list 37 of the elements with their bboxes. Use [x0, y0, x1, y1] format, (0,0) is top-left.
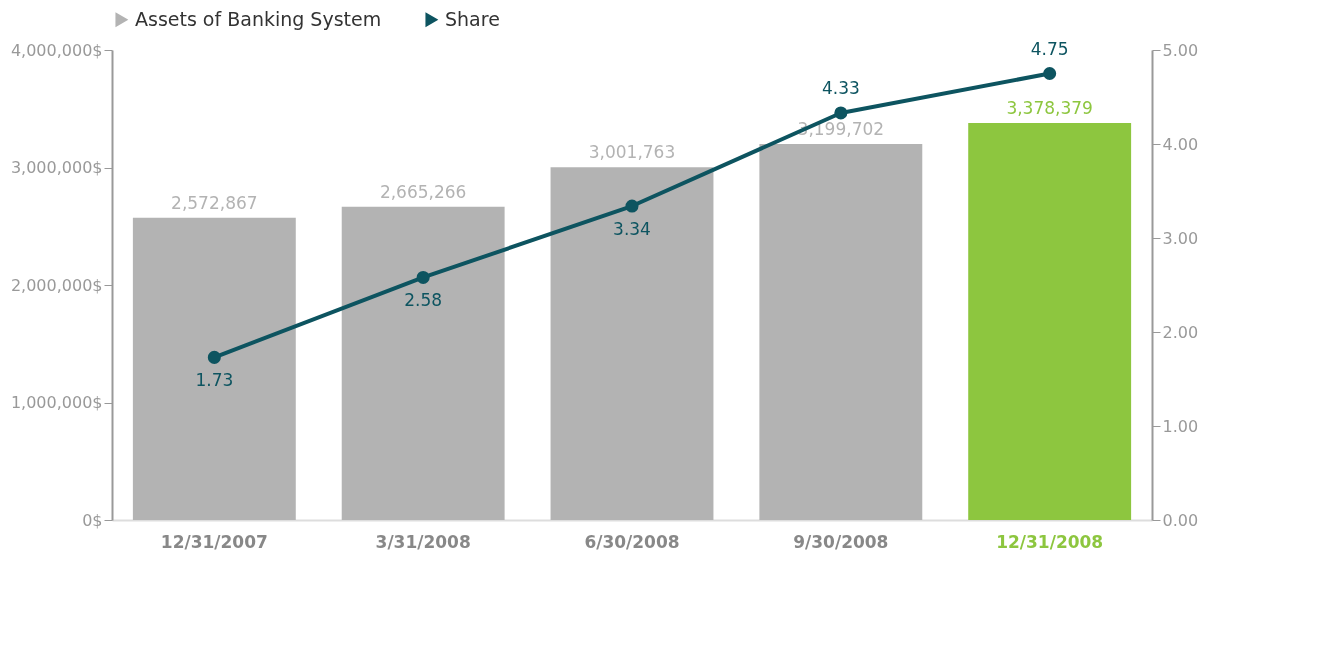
data-label: 2,572,867: [171, 192, 258, 213]
y2-tick-label: 3.00: [1162, 228, 1199, 248]
bar: [968, 123, 1132, 520]
x-tick-label: 3/31/2008: [375, 531, 471, 552]
data-label: 4.33: [821, 77, 860, 98]
y-tick-label: 2,000,000$: [10, 275, 103, 295]
y2-tick-label: 0.00: [1162, 510, 1199, 530]
bar: [341, 206, 505, 520]
bar: [132, 217, 296, 520]
data-label: 3,378,379: [1006, 98, 1093, 119]
y-tick-label: 0$: [82, 510, 103, 530]
data-label: 3,001,763: [588, 142, 676, 163]
x-tick-label: 12/31/2008: [996, 531, 1104, 552]
legend-label: Assets of Banking System: [135, 7, 382, 30]
point: [207, 350, 221, 364]
bar: [759, 144, 923, 520]
point: [625, 199, 639, 213]
y-tick-label: 4,000,000$: [10, 40, 103, 60]
data-label: 2.58: [404, 290, 443, 311]
data-label: 3.34: [613, 219, 651, 240]
y2-tick-label: 4.00: [1162, 134, 1199, 154]
x-tick-label: 9/30/2008: [793, 531, 889, 552]
y-tick-label: 1,000,000$: [10, 393, 103, 412]
y2-tick-label: 2.00: [1162, 322, 1199, 342]
point: [416, 270, 430, 284]
point: [834, 106, 848, 120]
x-tick-label: 6/30/2008: [584, 531, 680, 552]
data-label: 4.75: [1030, 38, 1069, 59]
bar: [550, 167, 714, 520]
legend-label: Share: [445, 7, 500, 30]
y2-tick-label: 5.00: [1162, 40, 1199, 60]
data-label: 1.73: [195, 370, 234, 391]
x-tick-label: 12/31/2007: [160, 531, 268, 552]
data-label: 2,665,266: [379, 181, 467, 202]
y-tick-label: 3,000,000$: [10, 158, 103, 177]
y2-tick-label: 1.00: [1162, 416, 1199, 436]
point: [1043, 66, 1057, 81]
